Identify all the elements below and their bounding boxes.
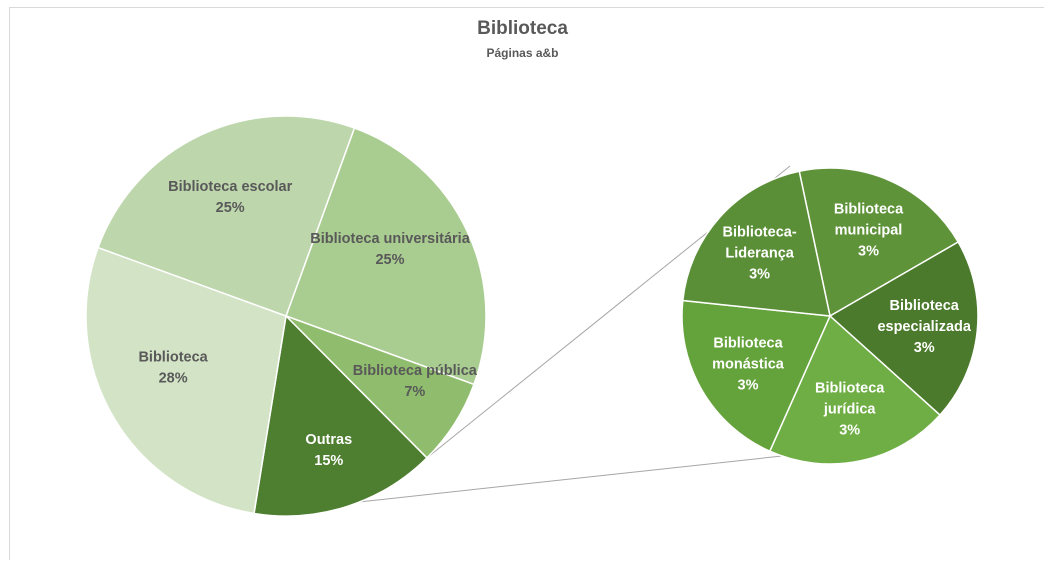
chart-title: Biblioteca <box>477 18 568 39</box>
label-biblioteca-publica: Biblioteca pública 7% <box>353 363 478 400</box>
label-biblioteca-escolar: Biblioteca escolar 25% <box>168 179 292 216</box>
slice-outras <box>253 314 428 517</box>
slice-biblioteca-municipal <box>798 167 960 318</box>
label-biblioteca-municipal: Biblioteca municipal 3% <box>834 202 904 260</box>
chart-subtitle: Páginas a&b <box>486 46 559 60</box>
label-biblioteca-universitaria: Biblioteca universitária 25% <box>310 231 470 268</box>
slice-biblioteca-juridica <box>768 314 942 465</box>
slice-biblioteca-escolar <box>97 115 356 317</box>
label-biblioteca-juridica: Biblioteca jurídica 3% <box>815 381 885 439</box>
main-pie <box>85 115 487 517</box>
secondary-pie <box>681 167 979 465</box>
label-outras: Outras 15% <box>305 432 352 469</box>
label-biblioteca: Biblioteca 28% <box>138 350 208 387</box>
label-biblioteca-monastica: Biblioteca monástica 3% <box>712 335 785 393</box>
slice-biblioteca-monastica <box>681 299 832 453</box>
slice-biblioteca-universitaria <box>285 127 487 386</box>
data-labels: Biblioteca universitária 25% Biblioteca pú… <box>138 179 971 469</box>
slice-biblioteca <box>85 246 287 515</box>
label-biblioteca-lideranca: Biblioteca-Liderança 3% <box>723 225 797 283</box>
label-biblioteca-especializada: Biblioteca especializada 3% <box>877 298 971 356</box>
slice-biblioteca-lideranca <box>681 170 831 317</box>
slice-biblioteca-especializada <box>828 240 979 417</box>
